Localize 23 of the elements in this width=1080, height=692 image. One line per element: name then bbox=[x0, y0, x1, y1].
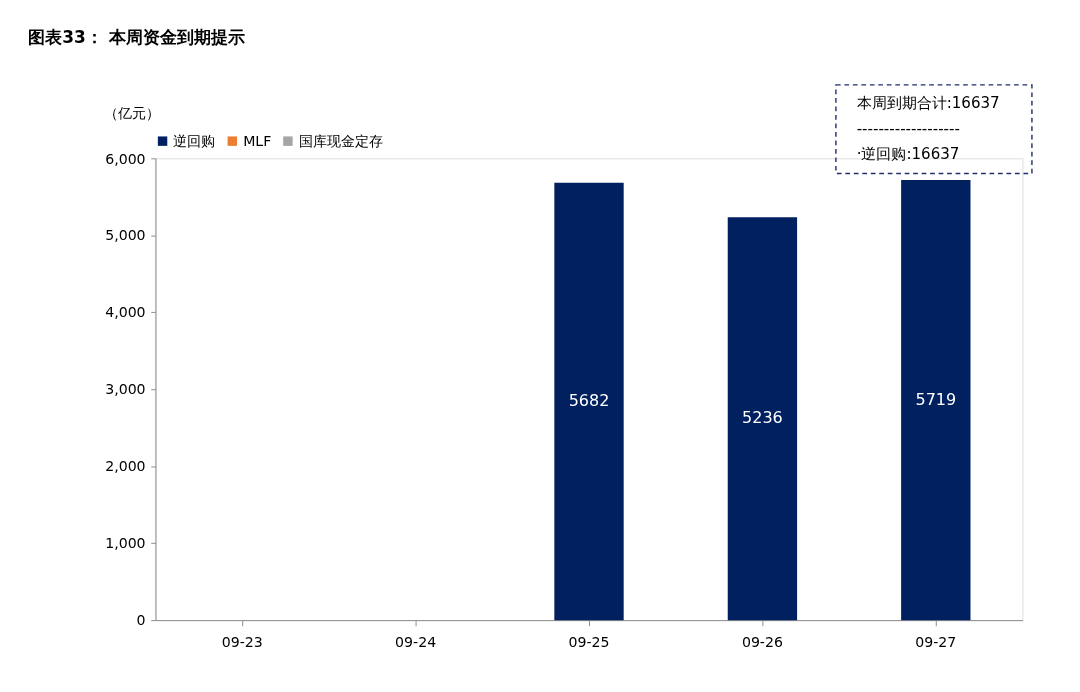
x-tick-label: 09-24 bbox=[395, 633, 437, 650]
data-label: 5682 bbox=[568, 391, 610, 411]
y-tick-label: 3,000 bbox=[105, 381, 146, 398]
x-tick-label: 09-23 bbox=[221, 633, 263, 650]
y-tick-label: 2,000 bbox=[105, 458, 146, 475]
text: ------------------- bbox=[856, 119, 960, 138]
y-tick-label: 4,000 bbox=[105, 304, 146, 321]
y-tick-label: 0 bbox=[136, 612, 146, 629]
legend-label: 逆回购 bbox=[173, 132, 216, 149]
y-tick-label: 5,000 bbox=[105, 227, 146, 244]
annotation: ·逆回购:16637 bbox=[856, 145, 960, 164]
data-label: 5719 bbox=[915, 389, 957, 409]
y-tick-label: 1,000 bbox=[105, 535, 146, 552]
y-tick-label: 6,000 bbox=[105, 150, 146, 167]
x-tick-label: 09-27 bbox=[915, 633, 957, 650]
x-tick-label: 09-26 bbox=[741, 633, 783, 650]
legend-label: MLF bbox=[243, 132, 272, 149]
chart-title: 图表33： 本周资金到期提示 bbox=[28, 26, 245, 47]
y-axis-title: （亿元） bbox=[104, 105, 161, 122]
legend-label: 国库现金定存 bbox=[298, 132, 383, 149]
data-label: 5236 bbox=[742, 408, 783, 428]
x-tick-label: 09-25 bbox=[568, 633, 610, 650]
text: 本周到期合计:16637 bbox=[856, 94, 1000, 113]
